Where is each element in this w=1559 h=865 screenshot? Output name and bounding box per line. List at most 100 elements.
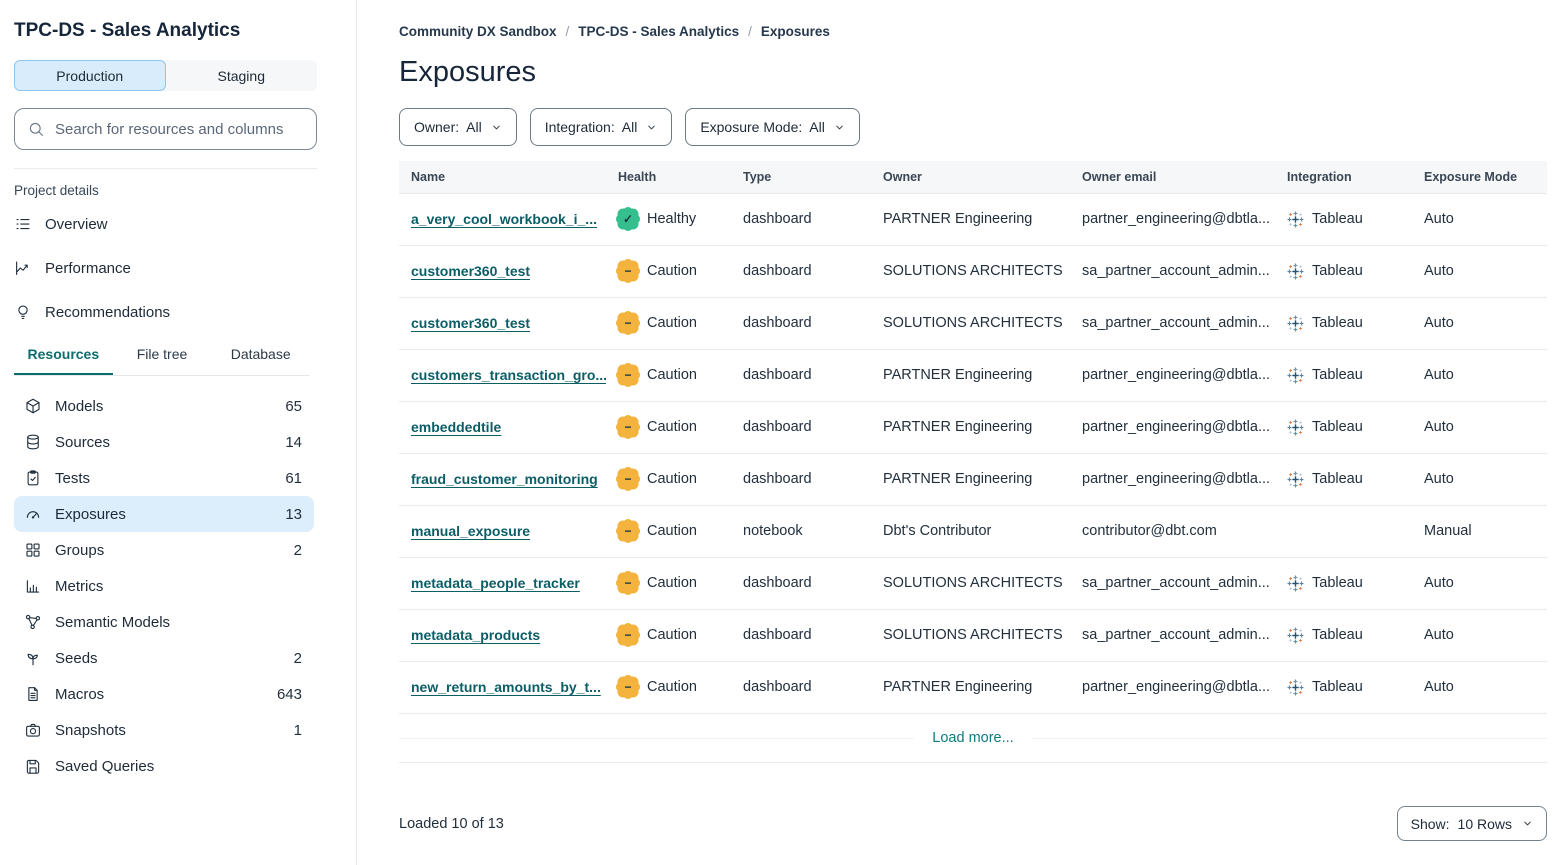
sidebar-item-seeds[interactable]: Seeds 2 <box>14 640 314 676</box>
caution-badge-icon <box>618 313 638 333</box>
exposure-name-link[interactable]: embeddedtile <box>411 418 502 435</box>
sidebar-item-semantic-models[interactable]: Semantic Models <box>14 604 314 640</box>
type-cell: dashboard <box>731 556 871 609</box>
owner-cell: PARTNER Engineering <box>871 192 1070 245</box>
integration-label: Tableau <box>1312 575 1363 591</box>
exposure-name-link[interactable]: customer360_test <box>411 262 531 279</box>
integration-label: Tableau <box>1312 471 1363 487</box>
health-label: Healthy <box>647 211 697 227</box>
resource-label: Metrics <box>55 577 104 595</box>
exposure-mode-cell: Auto <box>1412 452 1547 505</box>
column-header-exposure-mode: Exposure Mode <box>1412 161 1547 193</box>
chevron-down-icon <box>1522 818 1533 829</box>
exposure-mode-cell: Auto <box>1412 348 1547 401</box>
breadcrumb-project[interactable]: TPC-DS - Sales Analytics <box>578 24 740 39</box>
load-more-link[interactable]: Load more... <box>914 730 1032 746</box>
sidebar-tabs: Resources File tree Database <box>14 346 310 376</box>
staging-tab[interactable]: Staging <box>217 67 265 84</box>
resource-label: Snapshots <box>55 721 126 739</box>
integration-label: Tableau <box>1312 627 1363 643</box>
main-content: Community DX Sandbox / TPC-DS - Sales An… <box>357 0 1559 865</box>
breadcrumb-separator: / <box>748 24 752 39</box>
project-details-label: Project details <box>14 183 99 198</box>
health-label: Caution <box>647 523 697 539</box>
table-row: embeddedtile Caution dashboard PARTNER E… <box>399 400 1547 453</box>
sidebar-item-overview[interactable]: Overview <box>14 202 340 246</box>
sidebar-item-performance[interactable]: Performance <box>14 246 340 290</box>
exposure-mode-filter-dropdown[interactable]: Exposure Mode: All <box>685 108 860 146</box>
exposure-mode-cell: Auto <box>1412 608 1547 661</box>
owner-email-cell: sa_partner_account_admin... <box>1070 296 1275 349</box>
tableau-icon <box>1287 210 1304 228</box>
sidebar-item-tests[interactable]: Tests 61 <box>14 460 314 496</box>
sidebar: TPC-DS - Sales Analytics Production Stag… <box>0 0 357 865</box>
health-label: Caution <box>647 315 697 331</box>
table-row: a_very_cool_workbook_i_... Healthy dashb… <box>399 192 1547 245</box>
production-tab[interactable]: Production <box>14 60 166 91</box>
breadcrumb-account[interactable]: Community DX Sandbox <box>399 24 557 39</box>
sidebar-item-groups[interactable]: Groups 2 <box>14 532 314 568</box>
caution-badge-icon <box>618 677 638 698</box>
sidebar-item-metrics[interactable]: Metrics <box>14 568 314 604</box>
exposure-name-link[interactable]: new_return_amounts_by_t... <box>411 678 601 695</box>
sidebar-item-saved-queries[interactable]: Saved Queries <box>14 748 314 784</box>
filter-value: All <box>809 119 825 135</box>
show-rows-dropdown[interactable]: Show: 10 Rows <box>1396 806 1547 841</box>
sidebar-item-macros[interactable]: Macros 643 <box>14 676 314 712</box>
type-cell: dashboard <box>731 452 871 505</box>
owner-cell: PARTNER Engineering <box>871 400 1070 453</box>
exposure-name-link[interactable]: manual_exposure <box>411 522 531 539</box>
tableau-icon <box>1287 679 1304 696</box>
sidebar-item-sources[interactable]: Sources 14 <box>14 424 314 460</box>
nav-label: Recommendations <box>45 303 171 321</box>
integration-filter-dropdown[interactable]: Integration: All <box>529 108 673 146</box>
exposure-mode-cell: Auto <box>1412 244 1547 297</box>
exposure-name-link[interactable]: metadata_products <box>411 626 541 643</box>
sidebar-item-exposures[interactable]: Exposures 13 <box>14 496 314 532</box>
table-row: customer360_test Caution dashboard SOLUT… <box>399 296 1547 349</box>
owner-cell: SOLUTIONS ARCHITECTS <box>871 244 1070 297</box>
chevron-down-icon <box>646 122 657 133</box>
tab-database[interactable]: Database <box>230 346 291 362</box>
exposure-name-link[interactable]: metadata_people_tracker <box>411 574 580 591</box>
caution-badge-icon <box>618 417 638 437</box>
chevron-down-icon <box>491 122 502 133</box>
resource-label: Seeds <box>55 649 98 667</box>
sidebar-item-models[interactable]: Models 65 <box>14 388 314 424</box>
healthy-badge-icon <box>618 209 638 229</box>
resource-count: 65 <box>285 397 302 415</box>
tab-file-tree[interactable]: File tree <box>136 346 188 362</box>
exposure-name-link[interactable]: customer360_test <box>411 314 531 331</box>
type-cell: dashboard <box>731 244 871 297</box>
owner-email-cell: partner_engineering@dbtla... <box>1070 192 1275 245</box>
owner-filter-dropdown[interactable]: Owner: All <box>399 108 517 146</box>
caution-badge-icon <box>618 365 638 385</box>
search-input[interactable] <box>55 120 304 138</box>
sidebar-item-snapshots[interactable]: Snapshots 1 <box>14 712 314 748</box>
exposure-name-link[interactable]: customers_transaction_gro... <box>411 366 606 383</box>
resource-label: Semantic Models <box>55 613 171 631</box>
project-nav: Overview Performance Recommendations <box>14 202 340 334</box>
sidebar-item-recommendations[interactable]: Recommendations <box>14 290 340 334</box>
list-icon <box>14 215 32 233</box>
project-title: TPC-DS - Sales Analytics <box>14 20 241 41</box>
tableau-icon <box>1287 626 1304 644</box>
tab-resources[interactable]: Resources <box>14 346 113 375</box>
resource-count: 2 <box>293 649 302 667</box>
resource-count: 13 <box>285 505 302 523</box>
owner-cell: PARTNER Engineering <box>871 348 1070 401</box>
bar-chart-icon <box>24 577 42 595</box>
tableau-icon <box>1287 574 1304 592</box>
line-chart-icon <box>14 259 32 277</box>
table-row: fraud_customer_monitoring Caution dashbo… <box>399 452 1547 505</box>
search-box[interactable] <box>14 108 317 150</box>
exposure-name-link[interactable]: fraud_customer_monitoring <box>411 470 598 487</box>
sprout-icon <box>24 649 42 667</box>
grid-icon <box>24 541 42 559</box>
column-header-health: Health <box>606 161 731 193</box>
breadcrumb-current: Exposures <box>760 24 830 39</box>
resource-label: Models <box>55 397 104 415</box>
exposure-mode-cell: Auto <box>1412 400 1547 453</box>
exposure-name-link[interactable]: a_very_cool_workbook_i_... <box>411 210 597 227</box>
integration-label: Tableau <box>1312 679 1363 696</box>
